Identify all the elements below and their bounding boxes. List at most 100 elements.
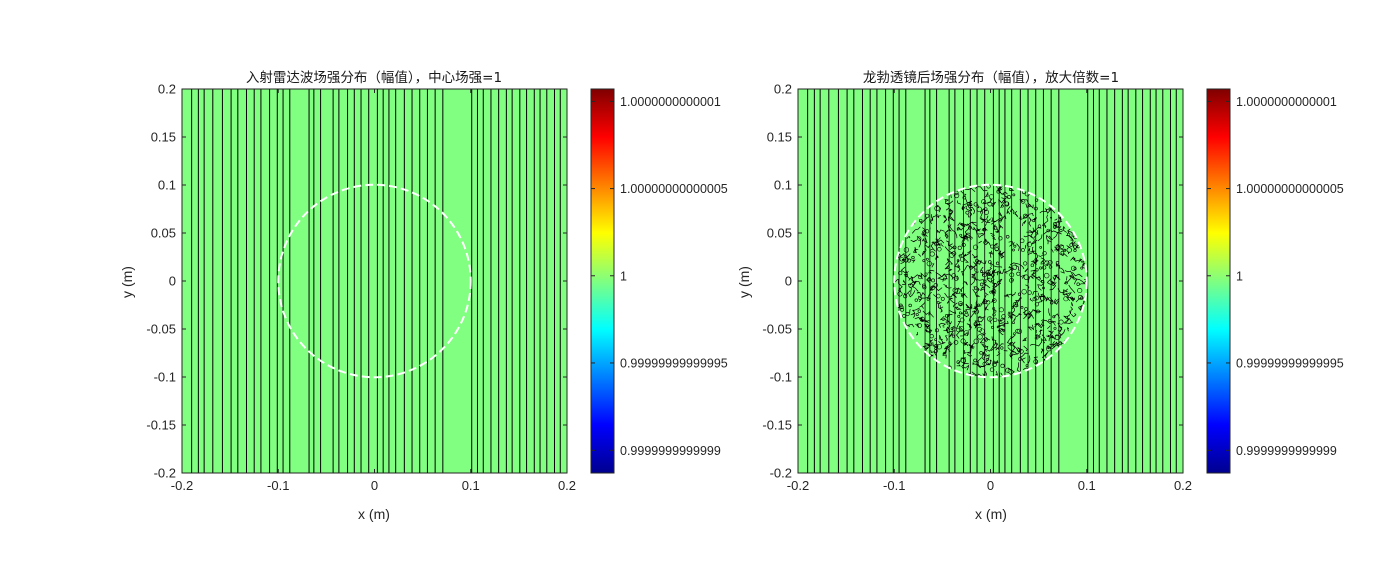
noise-contour xyxy=(1038,254,1044,257)
noise-loop xyxy=(1009,272,1015,278)
noise-contour xyxy=(1024,244,1027,249)
noise-contour xyxy=(942,215,947,218)
noise-loop xyxy=(953,275,959,281)
noise-contour xyxy=(1078,259,1083,263)
noise-contour xyxy=(1063,292,1072,298)
colorbar-tick-label: 1.00000000000005 xyxy=(1236,182,1344,196)
noise-contour xyxy=(1032,249,1039,261)
noise-contour xyxy=(943,350,947,355)
noise-contour xyxy=(966,323,972,329)
noise-contour xyxy=(1021,214,1030,220)
noise-contour xyxy=(1036,336,1038,340)
noise-contour xyxy=(1033,230,1039,241)
noise-contour xyxy=(954,259,960,268)
chart-title: 龙勃透镜后场强分布（幅值），放大倍数=1 xyxy=(863,70,1119,86)
noise-loop xyxy=(1032,219,1036,223)
noise-contour xyxy=(1057,322,1063,332)
noise-loop xyxy=(979,282,984,287)
noise-contour xyxy=(945,325,951,332)
noise-contour xyxy=(943,284,948,288)
noise-loop xyxy=(1058,244,1064,250)
noise-contour xyxy=(965,205,972,212)
noise-contour xyxy=(1070,256,1076,261)
noise-loop xyxy=(973,338,979,344)
noise-loop xyxy=(990,244,995,249)
noise-loop xyxy=(1042,251,1047,256)
noise-contour xyxy=(986,267,992,280)
noise-contour xyxy=(1060,267,1065,274)
noise-contour xyxy=(980,294,989,305)
noise-loop xyxy=(1020,199,1026,204)
noise-loop xyxy=(953,192,960,199)
noise-contour xyxy=(1045,208,1052,214)
noise-contour xyxy=(1004,293,1014,297)
noise-loop xyxy=(1055,261,1060,265)
noise-loop xyxy=(1023,261,1028,266)
noise-contour xyxy=(1014,211,1018,218)
noise-contour xyxy=(1064,270,1076,279)
noise-loop xyxy=(1052,225,1057,229)
noise-contour xyxy=(913,248,919,253)
noise-contour xyxy=(1059,329,1066,339)
noise-loop xyxy=(899,305,904,310)
noise-loop xyxy=(1080,266,1084,270)
noise-contour xyxy=(1068,284,1076,294)
noise-contour xyxy=(962,202,969,206)
noise-loop xyxy=(1054,334,1061,341)
noise-contour xyxy=(1063,315,1069,319)
noise-contour xyxy=(906,253,911,261)
noise-contour xyxy=(961,270,965,276)
noise-loop xyxy=(937,247,942,252)
noise-contour xyxy=(916,235,921,248)
noise-contour xyxy=(981,282,991,289)
noise-loop xyxy=(988,194,995,200)
noise-contour xyxy=(1074,277,1078,285)
y-tick-label: 0.05 xyxy=(151,226,176,241)
noise-contour xyxy=(971,253,978,259)
noise-loop xyxy=(992,362,997,367)
noise-loop xyxy=(956,360,961,364)
noise-loop xyxy=(958,254,962,258)
noise-contour xyxy=(924,238,927,251)
noise-contour xyxy=(924,244,931,249)
noise-loop xyxy=(988,260,992,264)
noise-contour xyxy=(1009,267,1014,272)
noise-contour xyxy=(964,187,976,193)
noise-contour xyxy=(928,327,933,335)
noise-loop xyxy=(1073,248,1077,253)
noise-contour xyxy=(990,253,992,258)
noise-loop xyxy=(917,323,922,328)
noise-contour xyxy=(997,270,1002,274)
noise-loop xyxy=(974,323,977,327)
noise-loop xyxy=(900,307,905,312)
noise-contour xyxy=(901,258,909,264)
noise-contour xyxy=(1054,218,1058,221)
noise-contour xyxy=(973,226,984,235)
noise-contour xyxy=(971,221,978,227)
noise-loop xyxy=(960,338,966,344)
noise-contour xyxy=(992,339,998,346)
noise-contour xyxy=(1022,337,1027,342)
noise-loop xyxy=(922,259,926,263)
noise-contour xyxy=(947,314,953,325)
y-tick-label: -0.1 xyxy=(770,370,792,385)
noise-loop xyxy=(1013,244,1017,248)
noise-loop xyxy=(956,259,960,262)
noise-loop xyxy=(1000,317,1006,323)
noise-loop xyxy=(986,272,990,276)
noise-loop xyxy=(956,227,960,231)
noise-contour xyxy=(949,224,958,239)
colorbar-tick-label: 1.0000000000001 xyxy=(620,95,721,109)
noise-contour xyxy=(905,323,915,328)
noise-loop xyxy=(992,307,996,310)
noise-loop xyxy=(994,247,999,252)
noise-contour xyxy=(1010,334,1016,339)
noise-loop xyxy=(903,294,908,299)
noise-contour xyxy=(1053,313,1060,319)
noise-contour xyxy=(1050,320,1057,323)
noise-loop xyxy=(1034,302,1039,307)
noise-contour xyxy=(916,291,926,298)
noise-loop xyxy=(1021,289,1027,295)
noise-loop xyxy=(1027,290,1032,295)
